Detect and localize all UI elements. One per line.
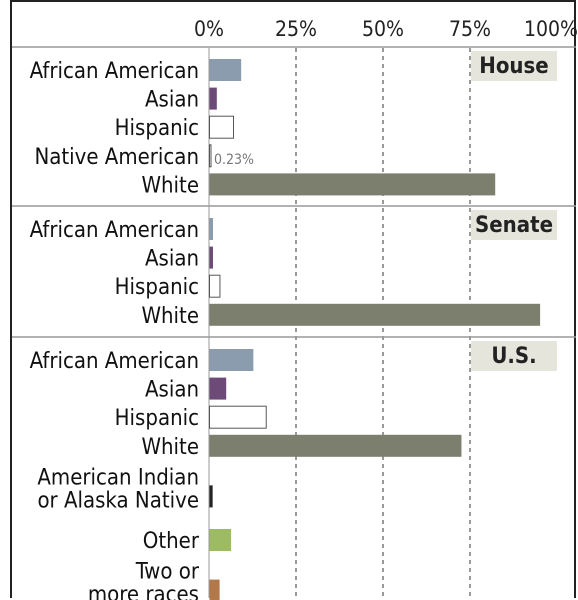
category-label: African American bbox=[30, 218, 199, 243]
bar bbox=[209, 274, 221, 298]
bar bbox=[209, 173, 496, 196]
panel-label: Senate bbox=[475, 213, 553, 238]
bar-value-label: 0.23% bbox=[214, 152, 254, 168]
bar bbox=[209, 59, 242, 81]
x-tick-label: 75% bbox=[449, 17, 491, 41]
x-tick-label: 25% bbox=[275, 17, 317, 41]
category-label: African American bbox=[30, 349, 199, 374]
panel-label: U.S. bbox=[491, 344, 536, 369]
category-label: Hispanic bbox=[115, 116, 199, 141]
bar bbox=[209, 144, 212, 168]
category-label: Native American bbox=[34, 145, 199, 170]
category-label: Hispanic bbox=[115, 406, 199, 431]
bar bbox=[209, 377, 227, 400]
bar bbox=[209, 303, 541, 326]
category-label: African American bbox=[30, 59, 199, 84]
bar bbox=[209, 218, 213, 240]
category-label: Asian bbox=[145, 378, 199, 403]
chart-frame bbox=[10, 0, 576, 598]
bar bbox=[209, 405, 267, 429]
category-label: Two or more races bbox=[88, 560, 200, 600]
bar bbox=[209, 349, 254, 371]
x-tick-label: 0% bbox=[194, 17, 224, 41]
category-label: White bbox=[141, 173, 199, 198]
panel-label-background bbox=[471, 51, 557, 81]
bar bbox=[209, 115, 235, 139]
category-label: American Indian or Alaska Native bbox=[37, 465, 199, 513]
bar bbox=[209, 579, 220, 600]
x-tick-label: 100% bbox=[524, 17, 578, 41]
bar bbox=[209, 485, 213, 508]
x-tick-label: 50% bbox=[362, 17, 404, 41]
panel-label: House bbox=[479, 54, 548, 79]
category-label: Hispanic bbox=[115, 275, 199, 300]
category-label: Asian bbox=[145, 247, 199, 272]
category-label: Other bbox=[143, 529, 200, 554]
bar bbox=[209, 434, 462, 457]
category-label: White bbox=[141, 304, 199, 329]
category-label: Asian bbox=[145, 88, 199, 113]
panel-label-background bbox=[471, 210, 557, 240]
bar bbox=[209, 246, 213, 269]
panel-label-background bbox=[471, 341, 557, 371]
bar bbox=[209, 529, 232, 551]
bar bbox=[209, 87, 217, 110]
category-label: White bbox=[141, 435, 199, 460]
